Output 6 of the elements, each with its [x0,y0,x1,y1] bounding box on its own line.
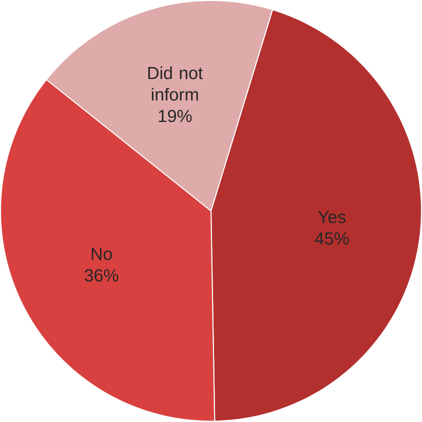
slice-label: Did not inform [148,66,203,101]
slice-label: Yes [318,211,346,224]
data-label: 45% [314,232,349,245]
slice-label: No [92,248,112,260]
data-label: 19% [158,110,192,122]
data-label: 36% [84,269,118,282]
